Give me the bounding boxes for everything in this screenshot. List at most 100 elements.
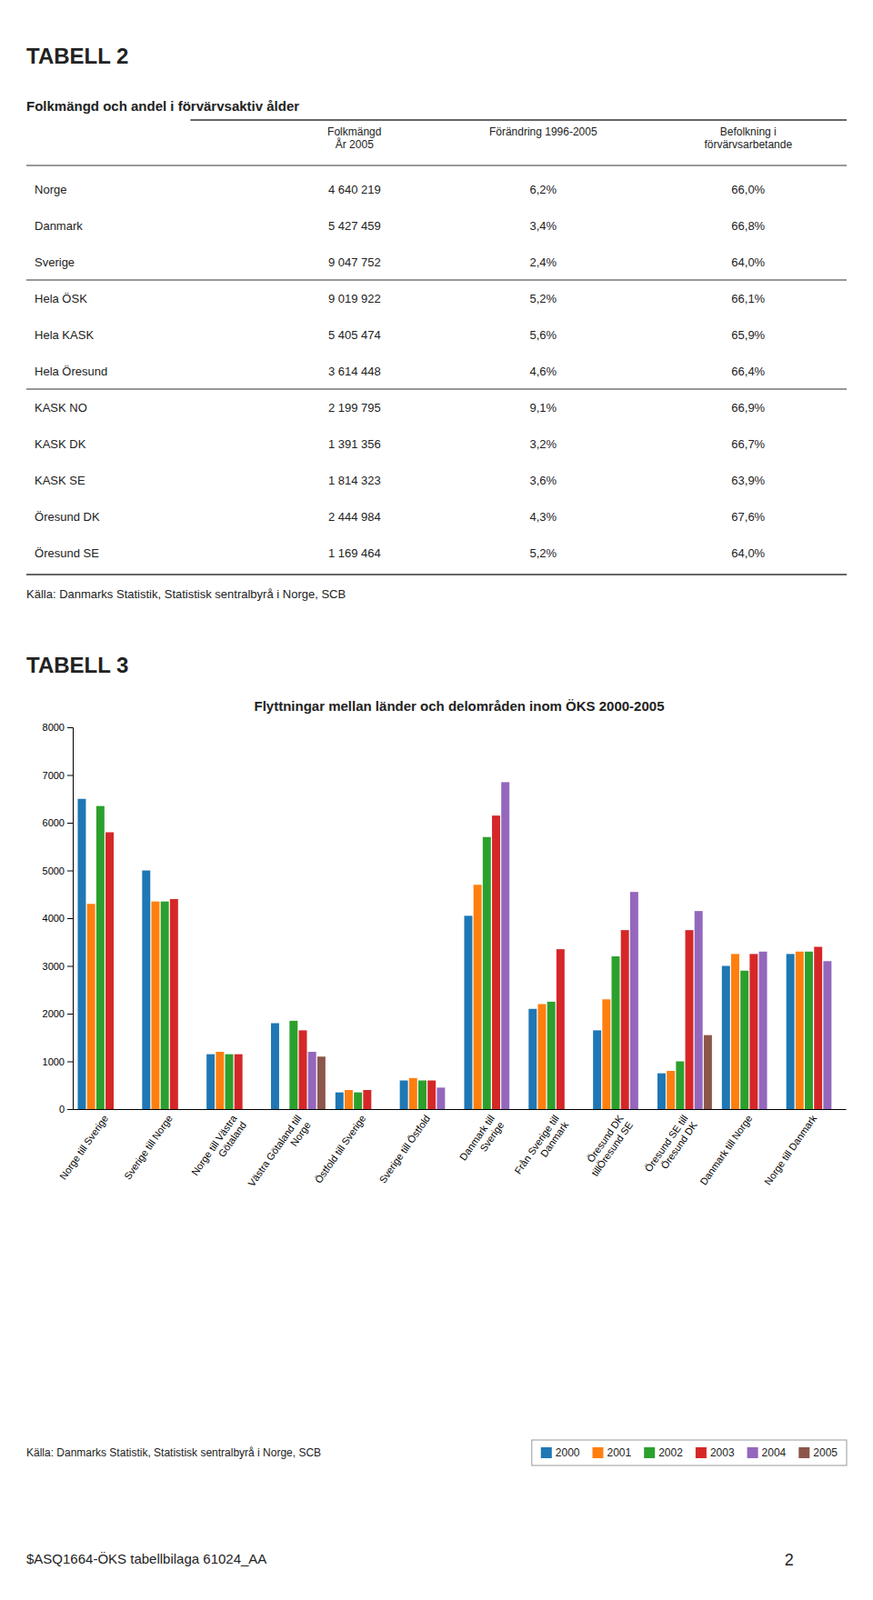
legend-swatch (747, 1447, 759, 1459)
bar (740, 971, 749, 1110)
y-tick: 6000 (42, 817, 73, 829)
text-line: År 2005 (335, 137, 374, 151)
x-tick-label: Västra Götaland tillNorge (245, 1113, 312, 1195)
bar (353, 1093, 362, 1110)
bar (602, 999, 611, 1110)
text-line: Öresund DK (658, 1119, 700, 1172)
y-tick-mark (67, 822, 73, 824)
bar (804, 952, 813, 1110)
y-tick-label: 8000 (42, 722, 65, 733)
legend-label: 2005 (812, 1446, 838, 1460)
bar (206, 1054, 215, 1110)
bar (372, 1109, 382, 1111)
x-tick-label: Danmark tillSverige (457, 1113, 507, 1170)
table-rule (26, 165, 847, 167)
text-line: Norge till Danmark (762, 1113, 819, 1188)
table-cell: 6,2% (529, 182, 557, 197)
x-tick: Från Sverige tillDanmark (511, 1113, 571, 1184)
text-line: Götaland (216, 1120, 249, 1160)
y-tick: 3000 (42, 961, 73, 973)
y-tick-mark (67, 871, 73, 873)
x-tick-label: Östfold till Sverige (312, 1113, 369, 1186)
text-line: Sverige (477, 1120, 506, 1154)
table-title: Folkmängd och andel i förvärvsaktiv ålde… (26, 98, 300, 114)
x-tick-label: Från Sverige tillDanmark (511, 1113, 571, 1184)
bar (96, 806, 105, 1110)
table-cell: 2 199 795 (328, 401, 382, 415)
bar (170, 899, 179, 1110)
table-cell: 4 640 219 (328, 182, 382, 197)
table-cell: 3 614 448 (328, 364, 382, 379)
legend-swatch (592, 1447, 603, 1459)
table-cell: 64,0% (731, 546, 765, 561)
bar (225, 1054, 234, 1110)
bar (409, 1078, 418, 1110)
table-rule (190, 119, 847, 121)
table-row-label: KASK NO (34, 401, 88, 415)
legend-label: 2000 (555, 1446, 581, 1460)
table-cell: 66,4% (731, 364, 765, 379)
table-row-label: Öresund SE (34, 546, 100, 561)
bar (436, 1087, 445, 1110)
x-tick: Öresund DKtillÖresund SE (580, 1113, 636, 1179)
text-line: Norge till Sverige (57, 1113, 111, 1182)
bar (280, 1109, 289, 1111)
y-tick-mark (67, 918, 73, 920)
table-cell: 2 444 984 (328, 510, 382, 524)
x-tick-label: Danmark till Norge (697, 1113, 754, 1188)
legend-item: 2005 (798, 1446, 838, 1460)
text-line: Sverige till Östfold (377, 1113, 433, 1186)
legend-label: 2001 (606, 1446, 632, 1460)
bar (722, 966, 731, 1111)
y-tick: 5000 (42, 865, 73, 877)
bar (308, 1052, 317, 1110)
bar (528, 1009, 537, 1110)
x-tick-label: Öresund DKtillÖresund SE (580, 1113, 636, 1179)
legend: 200020012002200320042005 (531, 1440, 847, 1466)
bar (317, 1056, 326, 1110)
legend-label: 2004 (762, 1446, 787, 1460)
text-line: Norge (288, 1120, 313, 1149)
x-axis-line (73, 1109, 847, 1111)
bar (731, 953, 740, 1110)
bar (400, 1081, 409, 1111)
x-tick: Norge till Danmark (762, 1113, 819, 1188)
x-tick: Östfold till Sverige (312, 1113, 369, 1186)
heading: TABELL 3 (26, 652, 129, 678)
table-cell: 3,4% (529, 219, 557, 233)
bar-series (105, 815, 823, 1110)
bar (759, 952, 768, 1110)
bar (749, 953, 758, 1110)
table-row-label: Sverige (34, 255, 75, 270)
table-cell: 4,6% (529, 364, 557, 379)
y-tick-label: 6000 (42, 817, 65, 829)
x-tick-label: Norge till Sverige (57, 1113, 111, 1182)
text-line: Förändring 1996-2005 (489, 125, 598, 139)
y-tick: 4000 (42, 913, 73, 924)
bar (270, 1023, 280, 1111)
table-cell: 9 047 752 (328, 255, 382, 270)
bar (150, 902, 160, 1110)
table-cell: 5,6% (529, 328, 557, 342)
y-tick: 8000 (42, 722, 73, 733)
bar (795, 952, 804, 1110)
text-line: förvärvsarbetande (703, 138, 793, 151)
bar (123, 1109, 132, 1111)
bar (179, 1109, 188, 1111)
bar (446, 1109, 455, 1111)
bar (289, 1021, 298, 1110)
table-cell: 67,6% (731, 510, 765, 524)
y-tick-mark (67, 727, 73, 729)
text-line: tillÖresund SE (589, 1120, 635, 1179)
bar (630, 892, 639, 1110)
y-tick-label: 3000 (42, 961, 65, 973)
x-tick: Öresund SE tillÖresund DK (642, 1113, 701, 1182)
x-tick: Sverige till Norge (121, 1113, 175, 1182)
table-cell: 5,2% (529, 546, 557, 561)
text-line: Folkmängd (327, 125, 382, 139)
x-tick: Västra Götaland tillNorge (245, 1113, 312, 1195)
bar (675, 1062, 684, 1111)
x-tick: Norge till Sverige (57, 1113, 111, 1182)
y-axis: 010002000300040005000600070008000 (42, 722, 74, 1115)
table-header: Förändring 1996-2005 (489, 125, 598, 139)
